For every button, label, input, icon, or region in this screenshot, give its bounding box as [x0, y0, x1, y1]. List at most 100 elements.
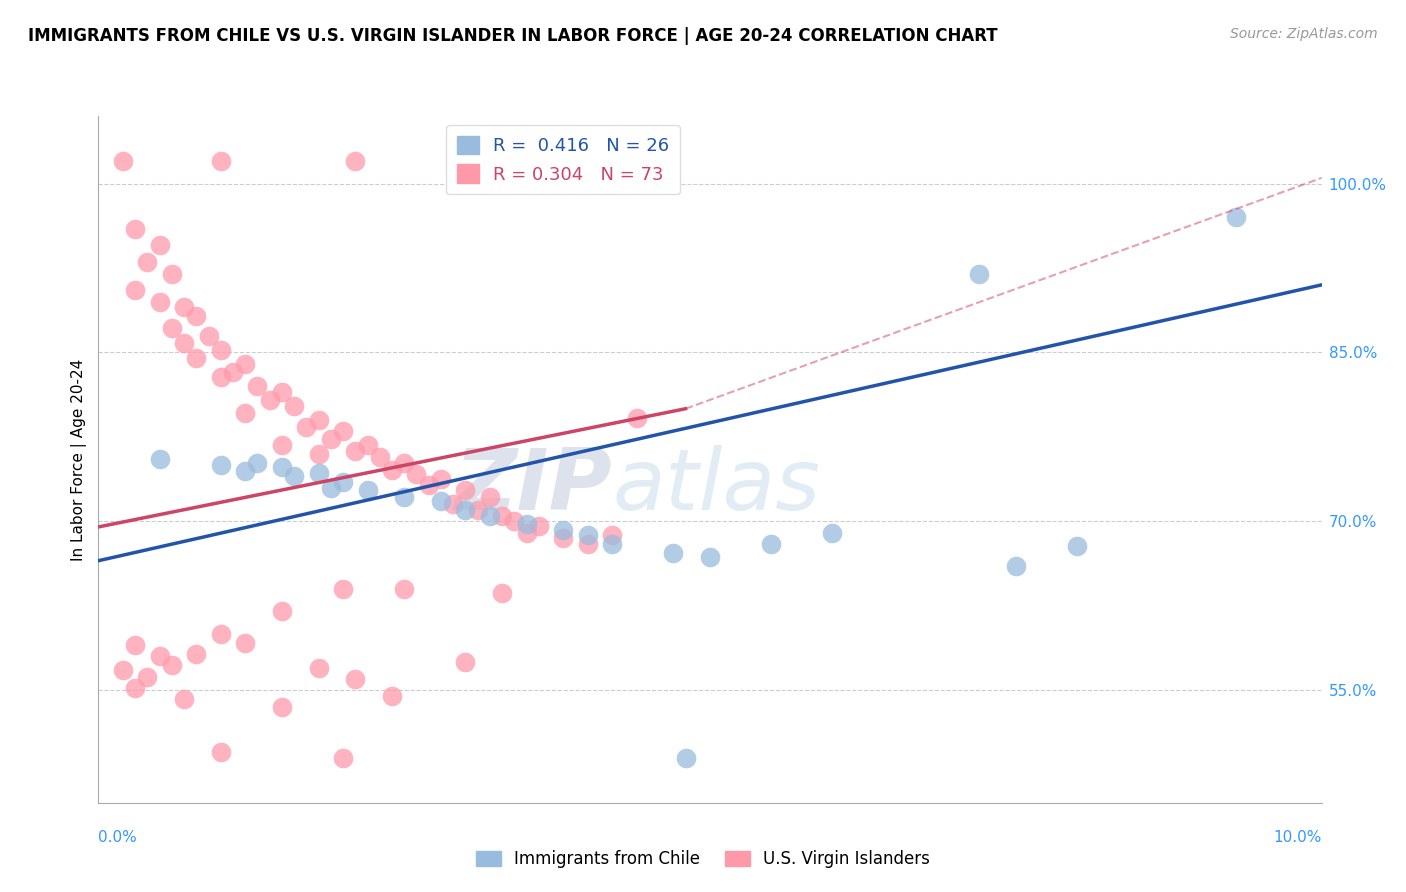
Point [246, 379, 269, 393]
Point [516, 516, 538, 531]
Point [516, 525, 538, 540]
Point [553, 524, 575, 538]
Point [553, 531, 575, 545]
Point [527, 518, 550, 533]
Point [600, 528, 623, 542]
Point [1066, 539, 1088, 553]
Point [246, 456, 269, 470]
Point [356, 483, 378, 497]
Point [197, 328, 219, 343]
Text: atlas: atlas [612, 445, 820, 528]
Text: Source: ZipAtlas.com: Source: ZipAtlas.com [1230, 27, 1378, 41]
Point [308, 466, 330, 480]
Point [209, 343, 232, 358]
Point [186, 351, 208, 365]
Point [332, 751, 354, 765]
Point [149, 294, 172, 309]
Point [160, 658, 183, 673]
Point [662, 546, 685, 560]
Point [209, 458, 232, 472]
Point [344, 672, 367, 686]
Point [430, 471, 453, 485]
Point [160, 267, 183, 281]
Point [308, 661, 330, 675]
Point [124, 284, 146, 298]
Point [675, 751, 697, 765]
Point [270, 460, 292, 475]
Point [186, 310, 208, 324]
Point [430, 494, 453, 508]
Point [332, 424, 354, 438]
Point [454, 503, 477, 517]
Point [503, 514, 526, 528]
Point [454, 655, 477, 669]
Point [478, 508, 501, 523]
Point [759, 537, 782, 551]
Point [233, 406, 256, 420]
Point [173, 301, 195, 315]
Point [626, 410, 648, 425]
Point [491, 586, 513, 600]
Point [270, 438, 292, 452]
Point [392, 456, 416, 470]
Point [283, 400, 305, 414]
Point [233, 464, 256, 478]
Point [576, 537, 599, 551]
Point [149, 452, 172, 467]
Point [392, 582, 416, 596]
Point [454, 483, 477, 497]
Point [233, 357, 256, 371]
Text: ZIP: ZIP [454, 445, 612, 528]
Point [699, 550, 721, 565]
Point [381, 462, 404, 476]
Legend: R =  0.416   N = 26, R = 0.304   N = 73: R = 0.416 N = 26, R = 0.304 N = 73 [446, 125, 681, 194]
Point [491, 508, 513, 523]
Text: 0.0%: 0.0% [98, 830, 138, 846]
Point [111, 663, 134, 677]
Point [222, 365, 245, 379]
Point [295, 419, 318, 434]
Point [332, 582, 354, 596]
Point [136, 670, 159, 684]
Point [319, 481, 342, 495]
Point [1225, 211, 1247, 225]
Point [173, 336, 195, 351]
Point [149, 649, 172, 664]
Point [600, 537, 623, 551]
Point [283, 469, 305, 483]
Point [516, 153, 538, 168]
Point [478, 490, 501, 504]
Point [821, 525, 844, 540]
Point [441, 497, 464, 511]
Point [270, 384, 292, 399]
Point [270, 700, 292, 714]
Point [233, 636, 256, 650]
Point [209, 370, 232, 384]
Point [136, 255, 159, 269]
Point [344, 153, 367, 168]
Point [405, 467, 427, 481]
Point [209, 153, 232, 168]
Point [332, 475, 354, 489]
Text: IMMIGRANTS FROM CHILE VS U.S. VIRGIN ISLANDER IN LABOR FORCE | AGE 20-24 CORRELA: IMMIGRANTS FROM CHILE VS U.S. VIRGIN ISL… [28, 27, 998, 45]
Point [270, 604, 292, 618]
Point [186, 647, 208, 661]
Point [356, 438, 378, 452]
Point [209, 627, 232, 641]
Point [1004, 559, 1026, 574]
Point [173, 692, 195, 706]
Point [124, 681, 146, 695]
Point [209, 745, 232, 759]
Point [308, 447, 330, 461]
Y-axis label: In Labor Force | Age 20-24: In Labor Force | Age 20-24 [72, 359, 87, 560]
Point [368, 450, 391, 464]
Point [149, 238, 172, 252]
Point [344, 444, 367, 458]
Point [467, 503, 489, 517]
Point [967, 267, 990, 281]
Point [392, 490, 416, 504]
Point [418, 478, 440, 492]
Point [124, 638, 146, 652]
Point [381, 689, 404, 703]
Point [319, 432, 342, 446]
